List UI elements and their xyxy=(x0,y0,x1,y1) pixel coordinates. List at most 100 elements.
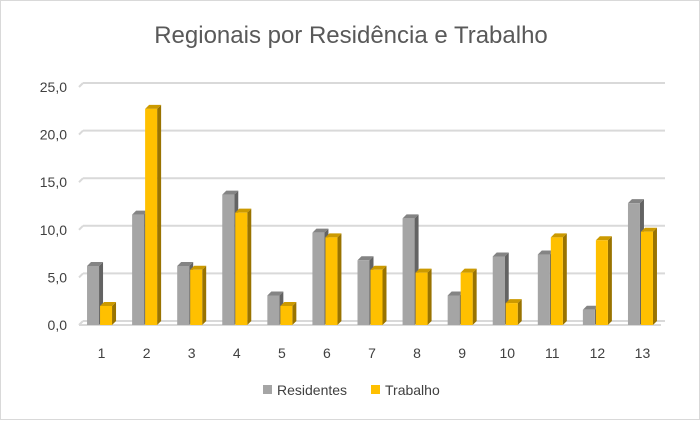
bar-side xyxy=(427,268,432,325)
bar-trabalho-5 xyxy=(280,301,297,325)
bar-trabalho-12 xyxy=(595,236,612,325)
gridline-slant xyxy=(78,129,84,136)
bar-top xyxy=(235,208,252,213)
bar-trabalho-3 xyxy=(190,265,207,325)
legend-label: Trabalho xyxy=(385,382,440,398)
bar-side xyxy=(607,236,612,325)
bar-front xyxy=(505,303,518,325)
bar-top xyxy=(640,227,657,232)
bar-top xyxy=(280,301,297,306)
bar-trabalho-13 xyxy=(640,227,657,325)
gridline-slant xyxy=(78,272,84,279)
x-tick-label: 4 xyxy=(233,345,241,361)
y-axis-ticks: 0,0 5,0 10,0 15,0 20,0 25,0 xyxy=(40,79,67,333)
bar-front xyxy=(537,254,550,325)
x-tick-label: 11 xyxy=(545,345,560,361)
bar-trabalho-8 xyxy=(415,268,432,325)
bar-trabalho-10 xyxy=(505,299,522,325)
bar-top xyxy=(357,256,374,261)
bar-top xyxy=(402,214,419,219)
bars xyxy=(87,104,657,326)
y-tick-label: 5,0 xyxy=(48,269,68,285)
bar-trabalho-4 xyxy=(235,208,252,325)
bar-top xyxy=(325,233,342,238)
bar-top xyxy=(447,291,464,296)
bar-front xyxy=(640,231,653,325)
bar-side xyxy=(202,265,207,325)
y-tick-label: 0,0 xyxy=(48,317,68,333)
bar-front xyxy=(132,214,145,325)
bar-side xyxy=(112,301,117,325)
legend-item-trabalho: Trabalho xyxy=(371,382,440,398)
legend-item-residentes: Residentes xyxy=(263,382,347,398)
bar-front xyxy=(627,203,640,325)
bar-side xyxy=(517,299,522,325)
gridline-slant xyxy=(78,82,84,88)
x-tick-label: 3 xyxy=(188,345,196,361)
bar-front xyxy=(177,265,190,325)
bar-front xyxy=(325,237,338,325)
y-tick-label: 15,0 xyxy=(40,174,67,190)
bar-side xyxy=(652,227,657,325)
bar-front xyxy=(267,295,280,325)
bar-side xyxy=(382,265,387,325)
bar-side xyxy=(157,104,162,326)
bar-top xyxy=(460,268,477,273)
bar-top xyxy=(87,261,104,266)
bar-trabalho-9 xyxy=(460,268,477,325)
legend: Residentes Trabalho xyxy=(263,382,440,398)
bar-top xyxy=(505,299,522,304)
bar-side xyxy=(337,233,342,325)
bar-front xyxy=(357,260,370,325)
bar-front xyxy=(595,240,608,325)
bar-top xyxy=(627,199,644,204)
bar-trabalho-7 xyxy=(370,265,387,325)
bar-top xyxy=(222,190,239,195)
bar-front xyxy=(550,237,563,325)
bar-front xyxy=(460,272,473,325)
bar-top xyxy=(582,305,599,310)
bar-top xyxy=(492,252,509,257)
bar-trabalho-11 xyxy=(550,233,567,325)
x-tick-label: 8 xyxy=(413,345,421,361)
bar-top xyxy=(132,210,149,215)
bar-front xyxy=(415,272,428,325)
x-tick-label: 2 xyxy=(143,345,151,361)
bar-front xyxy=(312,232,325,325)
bar-front xyxy=(447,295,460,325)
bar-top xyxy=(145,104,162,109)
bar-side xyxy=(472,268,477,325)
legend-swatch xyxy=(371,385,380,394)
legend-swatch xyxy=(263,385,272,394)
bar-trabalho-2 xyxy=(145,104,162,326)
y-tick-label: 20,0 xyxy=(40,127,67,143)
bar-trabalho-1 xyxy=(100,301,117,325)
bar-top xyxy=(190,265,207,270)
x-tick-label: 12 xyxy=(590,345,606,361)
bar-front xyxy=(222,194,235,325)
bar-trabalho-6 xyxy=(325,233,342,325)
bar-front xyxy=(100,305,113,325)
x-tick-label: 6 xyxy=(323,345,331,361)
bar-side xyxy=(562,233,567,325)
bar-front xyxy=(190,269,203,325)
bar-front xyxy=(492,256,505,325)
bar-top xyxy=(100,301,117,306)
x-tick-label: 1 xyxy=(98,345,106,361)
bar-front xyxy=(370,269,383,325)
x-tick-label: 9 xyxy=(458,345,466,361)
legend-label: Residentes xyxy=(277,382,347,398)
bar-front xyxy=(402,218,415,325)
bar-side xyxy=(292,301,297,325)
gridline-slant xyxy=(78,177,84,183)
bar-front xyxy=(87,265,100,325)
y-tick-label: 10,0 xyxy=(40,222,67,238)
chart-title: Regionais por Residência e Trabalho xyxy=(154,22,548,49)
bar-front xyxy=(582,309,595,325)
bar-top xyxy=(550,233,567,238)
x-tick-label: 10 xyxy=(499,345,515,361)
bar-top xyxy=(537,250,554,255)
bar-top xyxy=(595,236,612,241)
